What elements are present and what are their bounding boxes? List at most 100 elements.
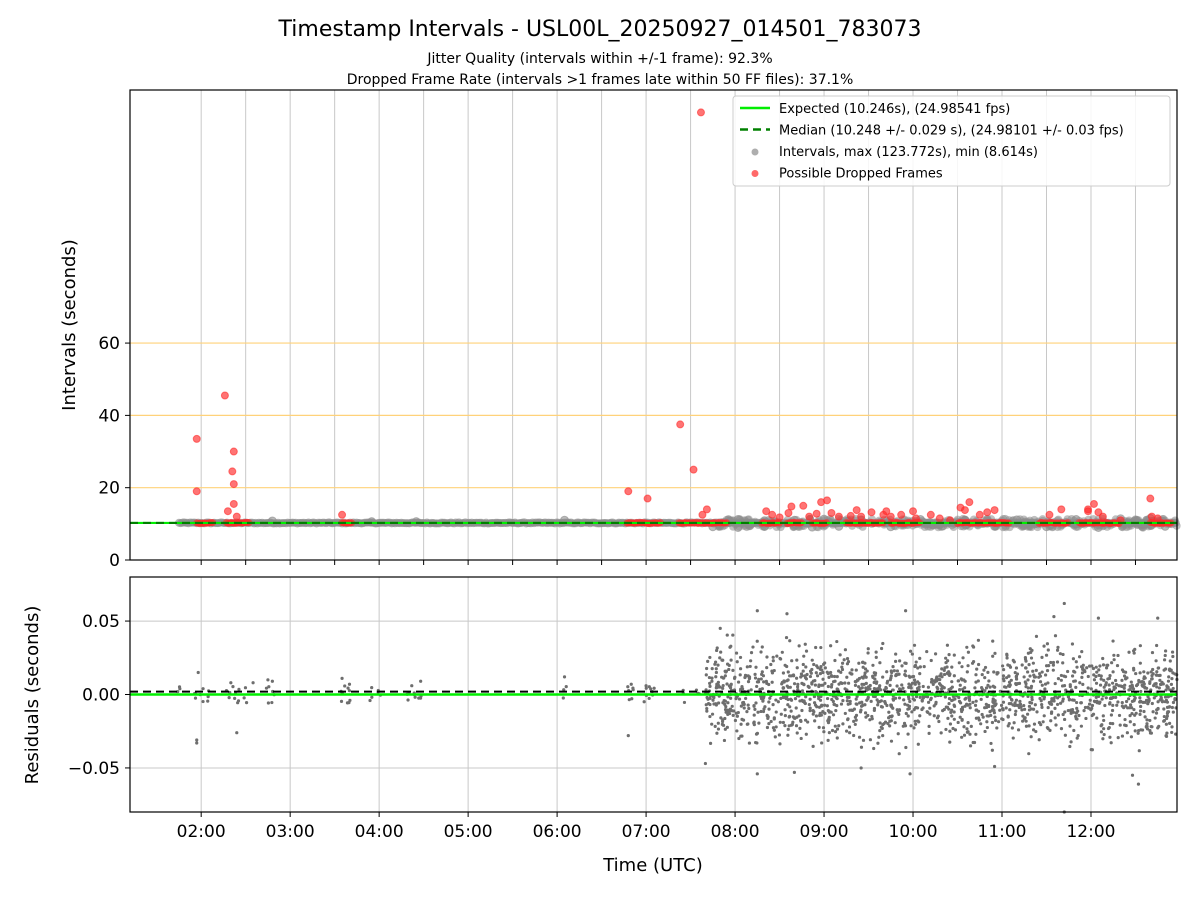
data-point [846, 511, 855, 520]
residual-point [1158, 678, 1162, 682]
residual-point [831, 699, 835, 704]
residual-point [985, 720, 989, 724]
residual-point [1033, 675, 1038, 679]
residual-point [1078, 681, 1082, 685]
residual-point [1027, 708, 1032, 712]
residual-point [1117, 713, 1122, 718]
residual-point [860, 675, 864, 679]
residual-point [785, 679, 789, 683]
residual-point [1123, 683, 1127, 687]
residual-point [647, 696, 651, 701]
legend-swatch-dot [751, 170, 759, 177]
residual-point [790, 659, 794, 663]
residual-point [1094, 695, 1098, 699]
residual-point [1099, 677, 1103, 681]
residual-point [1120, 678, 1124, 682]
residual-point [965, 670, 969, 674]
residual-point [989, 713, 993, 718]
data-point [1057, 505, 1066, 514]
residual-point [908, 699, 912, 704]
residual-point [872, 680, 876, 685]
residual-point [910, 652, 914, 656]
residual-point [251, 681, 255, 685]
residual-point [942, 668, 946, 672]
residual-point [980, 686, 984, 690]
residual-point [1079, 701, 1083, 705]
residual-point [808, 674, 813, 679]
residual-point [989, 741, 993, 746]
residual-point [995, 671, 999, 675]
residual-point [229, 681, 233, 685]
residual-point [804, 649, 809, 653]
residual-point [889, 739, 894, 743]
residual-point [928, 706, 932, 710]
residual-point [1066, 708, 1070, 713]
intervals-x-ticks [200, 560, 1136, 565]
residual-point [705, 666, 709, 671]
residual-point [792, 674, 796, 678]
residual-point [857, 676, 862, 681]
residual-point [1138, 661, 1142, 665]
residual-point [971, 644, 975, 648]
residual-point [720, 719, 725, 724]
residual-point [1067, 697, 1072, 702]
residual-point [740, 717, 744, 722]
residual-point [964, 696, 968, 700]
residual-point [1146, 671, 1150, 675]
data-point [338, 510, 347, 519]
residual-point [948, 740, 952, 744]
residual-point [1040, 655, 1044, 660]
residual-point [917, 720, 921, 724]
residual-point [794, 724, 799, 728]
x-tick-label: 10:00 [889, 822, 938, 842]
residual-point [813, 679, 817, 683]
residual-point [933, 652, 938, 656]
residual-point [864, 675, 868, 679]
residuals-panel: 0.050.00−0.05 02:00 03:00 04:00 05:00 06:00 0… [22, 576, 1179, 876]
chart-subtitle-jitter: Jitter Quality (intervals within +/-1 fr… [426, 51, 772, 67]
residual-point [866, 713, 870, 718]
data-point [775, 513, 784, 522]
residual-point [879, 725, 883, 729]
residual-point [857, 661, 861, 665]
x-tick-label: 07:00 [622, 822, 671, 842]
residual-point [1056, 645, 1060, 650]
residual-point [370, 686, 374, 690]
data-point [787, 502, 796, 511]
residual-point [835, 687, 839, 691]
residual-point [812, 662, 816, 667]
residual-point [948, 722, 953, 726]
residual-point [911, 697, 915, 701]
residual-point [979, 722, 983, 726]
residual-point [926, 710, 930, 714]
residual-point [829, 644, 833, 648]
residual-point [761, 709, 766, 714]
residual-point [801, 662, 805, 667]
residual-point [751, 645, 755, 649]
residual-point [1059, 727, 1064, 731]
residual-point [950, 708, 954, 712]
residual-point [1104, 696, 1108, 700]
residual-point [723, 707, 728, 712]
residual-point [231, 685, 235, 689]
residual-point [866, 696, 870, 701]
x-tick-label: 08:00 [711, 822, 760, 842]
residual-point [1104, 666, 1109, 670]
residual-point [1101, 714, 1105, 718]
data-point [909, 507, 918, 516]
residual-point [962, 733, 967, 737]
residual-point [922, 665, 926, 669]
residual-point [1136, 782, 1141, 786]
residual-point [795, 658, 799, 662]
residual-point [705, 706, 709, 711]
residual-point [803, 701, 807, 706]
residual-point [823, 666, 827, 670]
residual-point [992, 764, 997, 769]
residual-point [889, 676, 893, 680]
residual-point [1008, 708, 1012, 712]
residual-point [237, 687, 241, 691]
residual-point [1055, 660, 1060, 664]
residual-point [1069, 709, 1073, 714]
residual-point [1116, 700, 1120, 704]
residual-point [1061, 661, 1065, 665]
